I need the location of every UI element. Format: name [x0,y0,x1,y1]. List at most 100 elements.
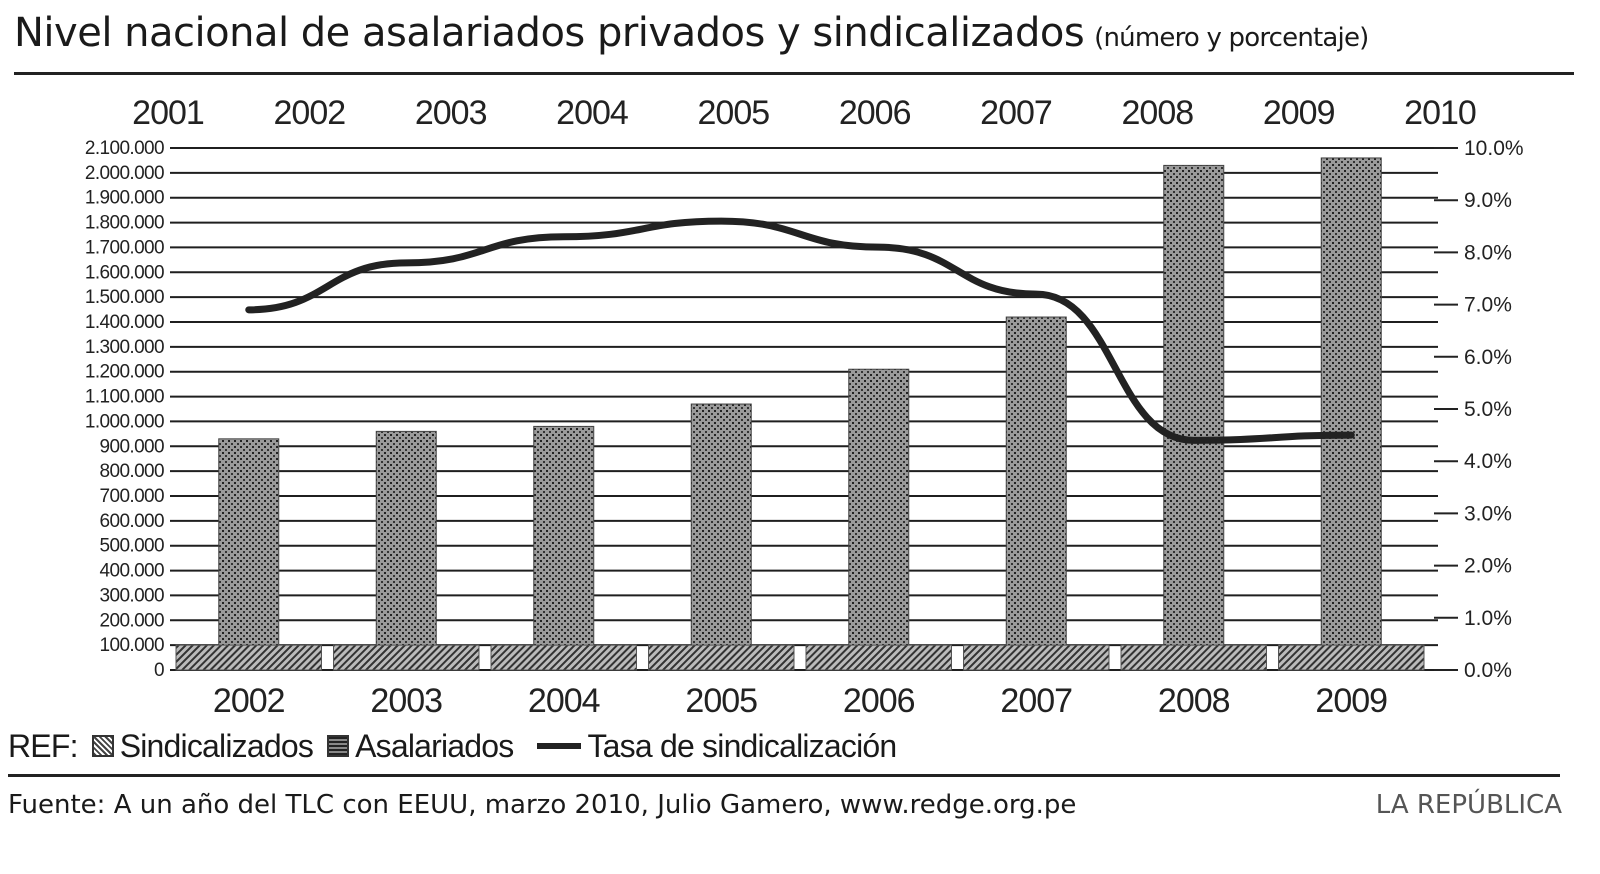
left-tick-label: 1.200.000 [85,362,164,383]
footer-rule [8,774,1560,777]
left-tick-label: 700.000 [100,486,165,507]
right-axis-ticks: 0.0% 1.0% 2.0% 3.0% 4.0% 5.0% 6.0% 7.0% 8.0% 9.0%… [1434,137,1524,682]
right-tick-label: 6.0% [1464,346,1512,369]
tasa-line [245,217,1355,444]
asalariados-bar [375,430,437,671]
left-tick-label: 1.100.000 [85,387,164,408]
tasa-line-layer [245,217,1355,444]
legend-sindicalizados-swatch [91,735,114,757]
left-tick-label: 600.000 [100,511,165,532]
category-label: 2002 [213,682,285,720]
left-tick-label: 1.700.000 [85,237,164,258]
left-tick-label: 1.800.000 [85,213,164,234]
tasa-point [1348,432,1354,438]
top-year-label: 2008 [1122,94,1194,132]
sindicalizados-bar [1278,644,1425,671]
category-label: 2009 [1315,682,1387,720]
left-tick-label: 1.000.000 [85,411,164,432]
legend-asalariados-label: Asalariados [355,727,514,764]
legend-sindicalizados-label: Sindicalizados [119,727,314,764]
chart-title: Nivel nacional de asalariados privados y… [14,10,1369,56]
asalariados-bar [1320,157,1382,671]
sindicalizados-bar [963,644,1110,671]
right-tick-label: 10.0% [1464,137,1524,160]
chart-area: 0 100.000 200.000 300.000 400.000 500.000 600.… [85,94,1524,720]
tasa-point [403,260,409,266]
right-tick-label: 0.0% [1464,659,1512,682]
top-year-labels: 2001 2002 2003 2004 2005 2006 2007 2008 2009 2010 [132,94,1477,132]
sindicalizados-bar [805,644,952,671]
sindicalizados-bar [333,644,480,671]
left-tick-label: 900.000 [100,436,165,457]
category-label: 2003 [370,682,442,720]
category-label: 2006 [843,682,915,720]
top-year-label: 2010 [1404,94,1476,132]
legend-asalariados-swatch [327,735,350,757]
left-tick-label: 500.000 [100,536,165,557]
tasa-point [876,244,882,250]
category-label: 2008 [1158,682,1230,720]
legend-tasa-label: Tasa de sindicalización [587,727,897,764]
chart-subtitle: (número y porcentaje) [1094,23,1369,53]
right-tick-label: 4.0% [1464,450,1512,473]
sindicalizados-bar [1120,644,1267,671]
category-label: 2005 [685,682,757,720]
left-tick-label: 800.000 [100,461,165,482]
asalariados-bar [218,438,280,671]
right-tick-label: 5.0% [1464,398,1512,421]
left-tick-label: 1.400.000 [85,312,164,333]
top-year-label: 2006 [839,94,911,132]
top-year-label: 2004 [556,94,628,132]
legend: REF: Sindicalizados Asalariados Tasa de … [8,724,897,768]
right-tick-label: 8.0% [1464,241,1512,264]
asalariados-bar [690,403,752,671]
right-tick-label: 3.0% [1464,502,1512,525]
left-tick-label: 400.000 [100,561,165,582]
left-tick-label: 2.000.000 [85,163,164,184]
asalariados-bars [218,157,1382,671]
tasa-point [561,234,567,240]
left-tick-label: 1.500.000 [85,287,164,308]
legend-tasa-line-swatch [537,743,582,749]
asalariados-bar [848,368,910,671]
publisher-brand: LA REPÚBLICA [1375,790,1562,820]
right-tick-label: 9.0% [1464,189,1512,212]
asalariados-bar [533,425,595,671]
legend-ref-label: REF: [8,727,78,764]
category-label: 2004 [528,682,600,720]
left-tick-label: 1.900.000 [85,188,164,209]
chart-header: Nivel nacional de asalariados privados y… [14,4,1574,75]
category-label: 2007 [1000,682,1072,720]
sindicalizados-bar [175,644,322,671]
tasa-point [1033,291,1039,297]
left-tick-label: 100.000 [100,635,165,656]
tasa-point [718,218,724,224]
left-tick-label: 1.300.000 [85,337,164,358]
right-tick-label: 2.0% [1464,555,1512,578]
right-tick-label: 1.0% [1464,607,1512,630]
sindicalizados-bar [490,644,637,671]
sindicalizados-bar [648,644,795,671]
top-year-label: 2001 [132,94,204,132]
tasa-point [246,307,252,313]
right-tick-label: 7.0% [1464,294,1512,317]
top-year-label: 2003 [415,94,487,132]
gridlines [170,147,1438,671]
tasa-point [1191,437,1197,443]
left-axis-ticks: 0 100.000 200.000 300.000 400.000 500.000 600.… [85,138,165,681]
left-tick-label: 1.600.000 [85,262,164,283]
left-tick-label: 300.000 [100,585,165,606]
top-year-label: 2009 [1263,94,1335,132]
asalariados-bar [1005,316,1067,671]
bottom-category-labels: 2002 2003 2004 2005 2006 2007 2008 2009 [213,682,1388,720]
top-year-label: 2005 [698,94,770,132]
asalariados-bar [1163,164,1225,671]
left-tick-label: 0 [154,660,164,681]
left-tick-label: 200.000 [100,610,165,631]
source-note: Fuente: A un año del TLC con EEUU, marzo… [8,790,1077,820]
sindicalizados-bars [175,644,1425,671]
top-year-label: 2002 [274,94,346,132]
chart-title-text: Nivel nacional de asalariados privados y… [14,10,1085,56]
left-tick-label: 2.100.000 [85,138,164,159]
top-year-label: 2007 [980,94,1052,132]
